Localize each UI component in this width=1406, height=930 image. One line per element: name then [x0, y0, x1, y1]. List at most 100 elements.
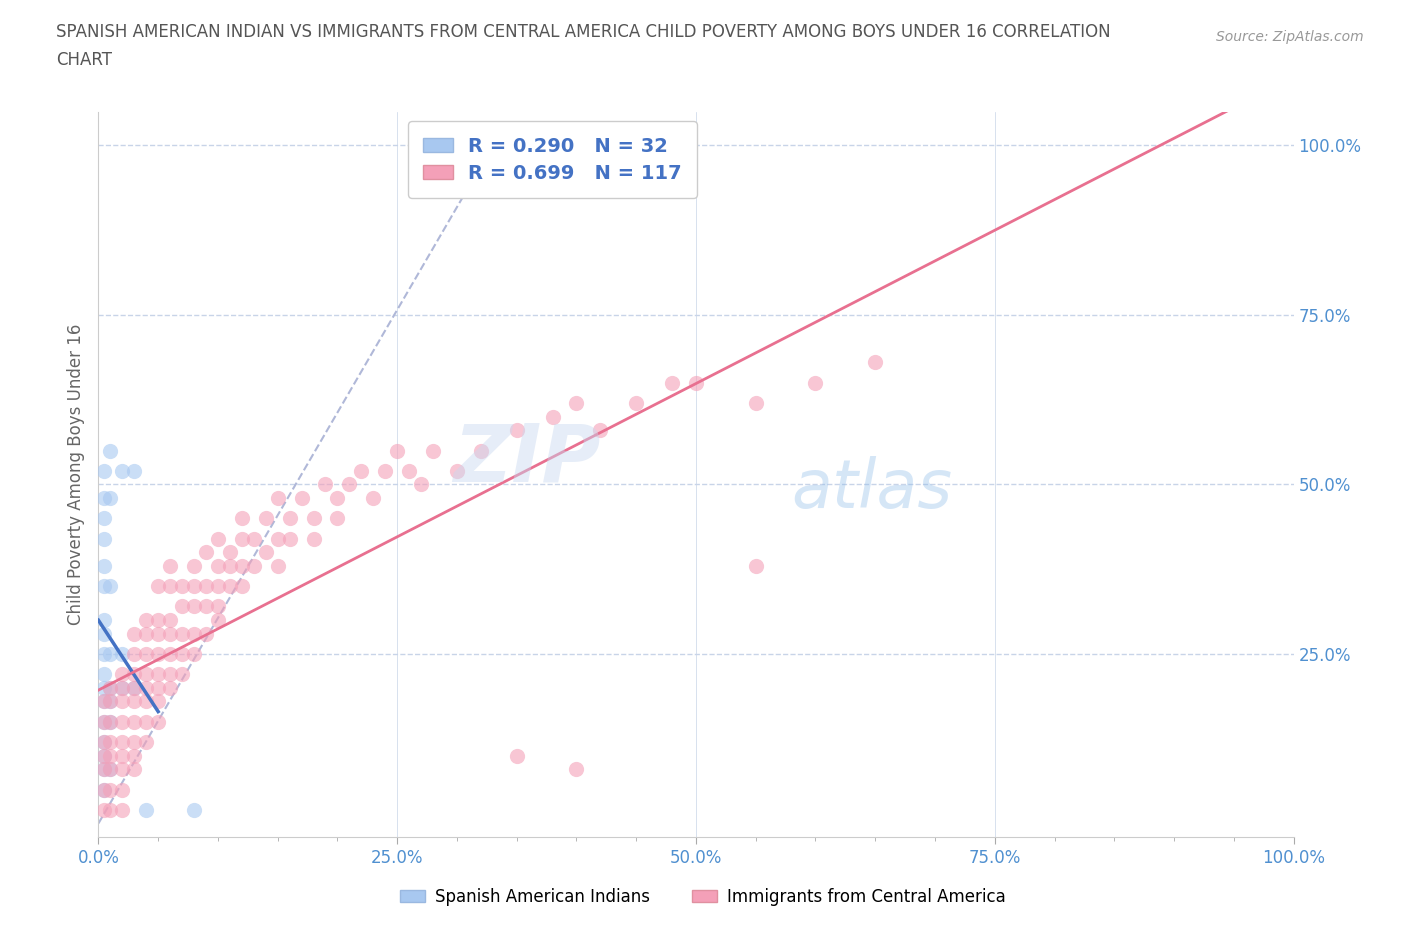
Point	[267, 558, 290, 573]
Point	[159, 578, 181, 593]
Point	[194, 578, 217, 593]
Point	[589, 423, 612, 438]
Point	[148, 694, 170, 709]
Point	[315, 477, 337, 492]
Point	[93, 714, 115, 729]
Point	[93, 714, 115, 729]
Point	[745, 558, 768, 573]
Point	[93, 694, 115, 709]
Point	[93, 762, 115, 777]
Point	[98, 681, 122, 696]
Point	[267, 531, 290, 546]
Point	[183, 803, 205, 817]
Point	[159, 626, 181, 641]
Point	[661, 376, 683, 391]
Point	[148, 646, 170, 661]
Point	[124, 681, 146, 696]
Point	[337, 477, 360, 492]
Point	[135, 803, 157, 817]
Point	[124, 681, 146, 696]
Point	[350, 463, 373, 478]
Point	[93, 463, 115, 478]
Point	[98, 491, 122, 506]
Point	[93, 578, 115, 593]
Point	[159, 558, 181, 573]
Point	[363, 491, 385, 506]
Point	[624, 395, 647, 410]
Point	[148, 667, 170, 682]
Point	[93, 626, 115, 641]
Point	[183, 558, 205, 573]
Point	[98, 803, 122, 817]
Point	[506, 423, 529, 438]
Point	[565, 395, 588, 410]
Point	[541, 409, 564, 424]
Point	[93, 531, 115, 546]
Point	[93, 762, 115, 777]
Point	[98, 714, 122, 729]
Point	[219, 578, 242, 593]
Point	[172, 626, 194, 641]
Point	[148, 681, 170, 696]
Point	[111, 681, 134, 696]
Point	[194, 626, 217, 641]
Point	[98, 749, 122, 764]
Point	[93, 613, 115, 628]
Point	[159, 681, 181, 696]
Point	[124, 714, 146, 729]
Point	[93, 782, 115, 797]
Point	[243, 531, 266, 546]
Point	[111, 749, 134, 764]
Point	[207, 578, 229, 593]
Point	[183, 578, 205, 593]
Text: CHART: CHART	[56, 51, 112, 69]
Point	[111, 694, 134, 709]
Point	[326, 491, 349, 506]
Point	[135, 714, 157, 729]
Point	[111, 803, 134, 817]
Point	[804, 376, 827, 391]
Point	[159, 613, 181, 628]
Point	[124, 626, 146, 641]
Point	[183, 646, 205, 661]
Point	[302, 511, 325, 525]
Point	[93, 667, 115, 682]
Point	[111, 762, 134, 777]
Point	[93, 694, 115, 709]
Text: ZIP: ZIP	[453, 420, 600, 498]
Point	[290, 491, 312, 506]
Point	[98, 578, 122, 593]
Point	[194, 599, 217, 614]
Point	[243, 558, 266, 573]
Point	[278, 511, 301, 525]
Point	[124, 463, 146, 478]
Point	[506, 749, 529, 764]
Point	[135, 613, 157, 628]
Point	[172, 646, 194, 661]
Legend: Spanish American Indians, Immigrants from Central America: Spanish American Indians, Immigrants fro…	[394, 881, 1012, 912]
Point	[194, 545, 217, 560]
Point	[565, 762, 588, 777]
Point	[219, 545, 242, 560]
Point	[422, 443, 444, 458]
Point	[98, 782, 122, 797]
Point	[124, 749, 146, 764]
Point	[207, 558, 229, 573]
Point	[254, 511, 277, 525]
Point	[148, 613, 170, 628]
Point	[111, 667, 134, 682]
Point	[446, 463, 468, 478]
Point	[231, 558, 253, 573]
Point	[124, 694, 146, 709]
Point	[385, 443, 409, 458]
Point	[148, 714, 170, 729]
Point	[135, 626, 157, 641]
Y-axis label: Child Poverty Among Boys Under 16: Child Poverty Among Boys Under 16	[66, 324, 84, 625]
Point	[172, 578, 194, 593]
Point	[98, 735, 122, 750]
Point	[124, 735, 146, 750]
Text: Source: ZipAtlas.com: Source: ZipAtlas.com	[1216, 30, 1364, 44]
Point	[398, 463, 420, 478]
Point	[302, 531, 325, 546]
Point	[111, 463, 134, 478]
